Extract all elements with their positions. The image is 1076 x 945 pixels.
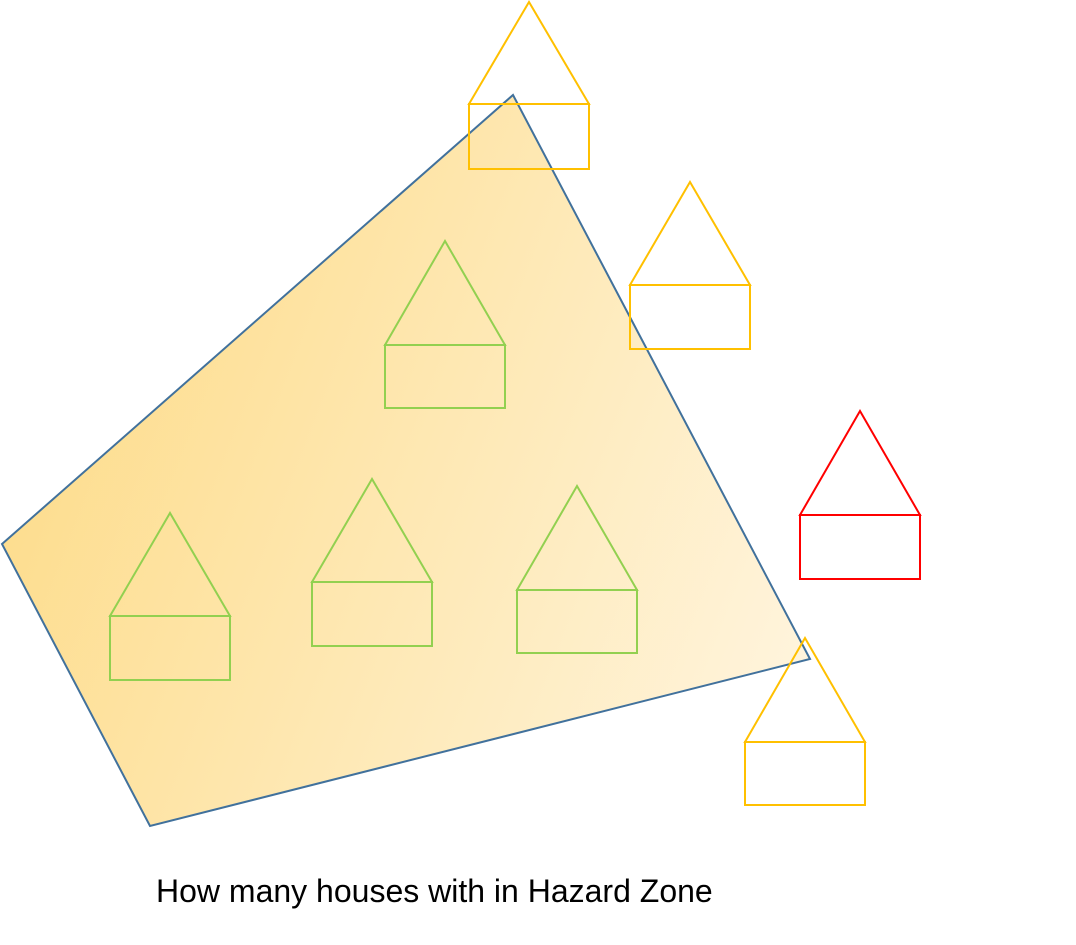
house-roof xyxy=(467,0,591,105)
hazard-zone-polygon xyxy=(0,93,812,828)
house-body xyxy=(799,514,921,580)
house-8 xyxy=(743,635,867,806)
house-7 xyxy=(798,408,922,580)
house-5 xyxy=(310,477,434,647)
house-body xyxy=(516,589,638,654)
house-3 xyxy=(383,238,507,409)
house-body xyxy=(109,615,231,681)
house-2 xyxy=(628,180,752,350)
question-caption: How many houses with in Hazard Zone xyxy=(156,873,713,909)
house-body xyxy=(744,741,866,806)
house-roof xyxy=(798,408,922,516)
houses-group xyxy=(108,0,922,806)
house-body xyxy=(629,284,751,350)
house-6 xyxy=(515,483,639,654)
house-body xyxy=(468,103,590,170)
house-1 xyxy=(467,0,591,170)
house-body xyxy=(311,581,433,647)
house-roof xyxy=(628,180,752,286)
house-4 xyxy=(108,511,232,681)
house-body xyxy=(384,344,506,409)
